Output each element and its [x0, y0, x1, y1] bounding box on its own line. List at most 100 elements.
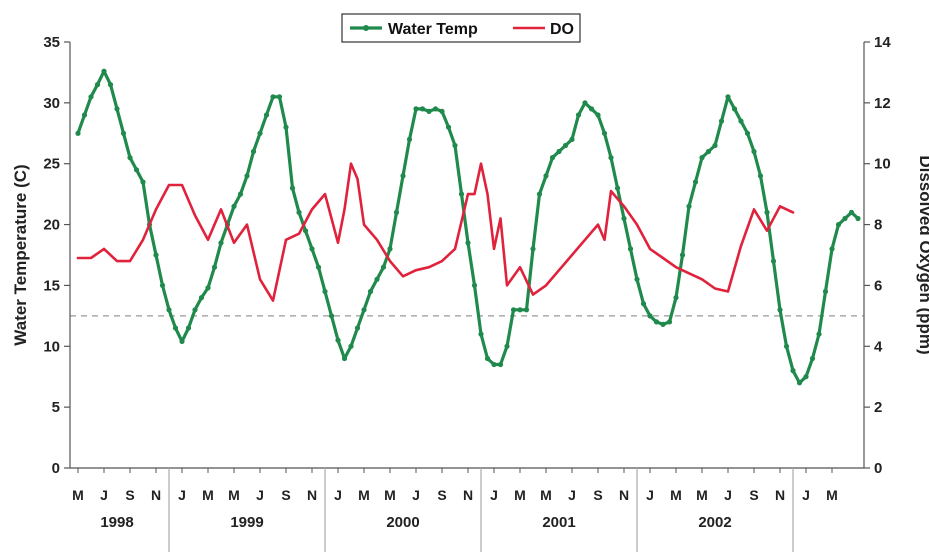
water-temp-point — [309, 246, 315, 252]
water-temp-point — [543, 173, 549, 179]
x-month-label: M — [72, 487, 84, 503]
water-temp-point — [608, 155, 614, 161]
water-temp-point — [153, 252, 159, 258]
water-temp-point — [751, 148, 757, 155]
water-temp-point — [764, 209, 770, 215]
water-temp-point — [419, 106, 426, 112]
water-temp-point — [244, 173, 250, 179]
water-temp-point — [322, 288, 328, 295]
water-temp-point — [562, 142, 569, 149]
water-temp-point — [621, 215, 627, 222]
water-temp-point — [348, 343, 354, 349]
water-temp-point — [205, 285, 211, 291]
x-month-label: M — [826, 487, 838, 503]
water-temp-point — [556, 148, 562, 155]
x-month-label: J — [490, 487, 498, 503]
water-temp-point — [211, 264, 218, 270]
water-temp-point — [484, 355, 491, 362]
legend-label-do: DO — [550, 21, 574, 38]
water-temp-point — [198, 295, 205, 301]
water-temp-point — [699, 155, 705, 161]
series-line-do — [76, 162, 795, 302]
x-month-label: M — [540, 487, 552, 503]
x-month-label: S — [749, 487, 758, 503]
water-temp-point — [666, 319, 673, 325]
water-temp-point — [770, 258, 777, 264]
water-temp-point — [185, 325, 192, 331]
water-temp-point — [549, 155, 556, 161]
water-temp-point — [400, 173, 406, 179]
legend: Water Temp DO — [341, 13, 581, 43]
water-temp-point — [406, 136, 413, 142]
x-month-label: S — [125, 487, 134, 503]
water-temp-point — [777, 307, 783, 313]
water-temp-point — [575, 112, 582, 118]
water-temp-point — [367, 288, 374, 295]
x-month-label: S — [593, 487, 602, 503]
series-layer — [75, 68, 861, 386]
water-temp-point — [192, 307, 198, 313]
water-temp-point — [458, 191, 465, 197]
water-temp-point — [517, 307, 523, 313]
water-temp-point — [166, 307, 172, 313]
water-temp-point — [263, 112, 270, 118]
water-temp-point — [829, 246, 835, 252]
water-temp-point — [445, 124, 452, 130]
water-temp-point — [783, 343, 790, 349]
x-month-label: M — [202, 487, 214, 503]
water-temp-point — [478, 331, 484, 337]
water-temp-point — [647, 313, 653, 319]
water-temp-point — [718, 118, 725, 124]
water-temp-point — [328, 313, 335, 319]
water-temp-point — [101, 68, 107, 74]
water-temp-point — [627, 246, 634, 252]
x-month-label: M — [228, 487, 240, 503]
x-month-label: S — [281, 487, 290, 503]
water-temp-point — [842, 215, 848, 222]
x-month-label: N — [151, 487, 161, 503]
x-month-label: N — [619, 487, 629, 503]
water-temp-point — [114, 106, 120, 112]
legend-marker-water-temp — [363, 25, 369, 31]
left-y-tick-label: 10 — [43, 338, 60, 355]
water-temp-point — [855, 215, 861, 222]
water-temp-point — [380, 264, 387, 270]
water-temp-point — [822, 288, 829, 295]
water-temp-point — [120, 130, 127, 136]
x-month-label: J — [802, 487, 810, 503]
water-temp-point — [270, 94, 276, 100]
x-month-label: J — [724, 487, 732, 503]
x-month-label: J — [256, 487, 264, 503]
x-month-label: N — [463, 487, 473, 503]
right-y-tick-label: 4 — [874, 338, 883, 355]
year-label: 1998 — [100, 514, 133, 531]
water-temp-point — [127, 155, 133, 161]
x-month-label: M — [358, 487, 370, 503]
year-label: 2002 — [698, 514, 731, 531]
x-month-label: J — [334, 487, 342, 503]
year-label: 1999 — [230, 514, 263, 531]
x-month-label: S — [437, 487, 446, 503]
x-month-label: J — [568, 487, 576, 503]
water-temp-point — [601, 130, 608, 136]
water-temp-point — [302, 228, 309, 234]
water-temp-point — [686, 203, 692, 209]
x-month-label: M — [384, 487, 396, 503]
water-temp-point — [374, 276, 380, 282]
left-y-tick-label: 5 — [52, 399, 60, 416]
right-y-tick-label: 6 — [874, 277, 882, 294]
right-axis-label: Dissolved Oxygen (ppm) — [916, 155, 929, 354]
water-temp-point — [296, 209, 302, 215]
water-temp-point — [315, 264, 322, 270]
water-temp-point — [471, 282, 478, 288]
left-y-tick-label: 35 — [43, 34, 60, 51]
water-temp-point — [692, 179, 699, 185]
left-y-tick-label: 0 — [52, 460, 60, 477]
water-temp-point — [588, 106, 595, 112]
water-temp-point — [536, 191, 543, 197]
axes-layer — [69, 42, 865, 469]
water-temp-point — [796, 380, 803, 386]
left-y-tick-label: 30 — [43, 95, 60, 112]
